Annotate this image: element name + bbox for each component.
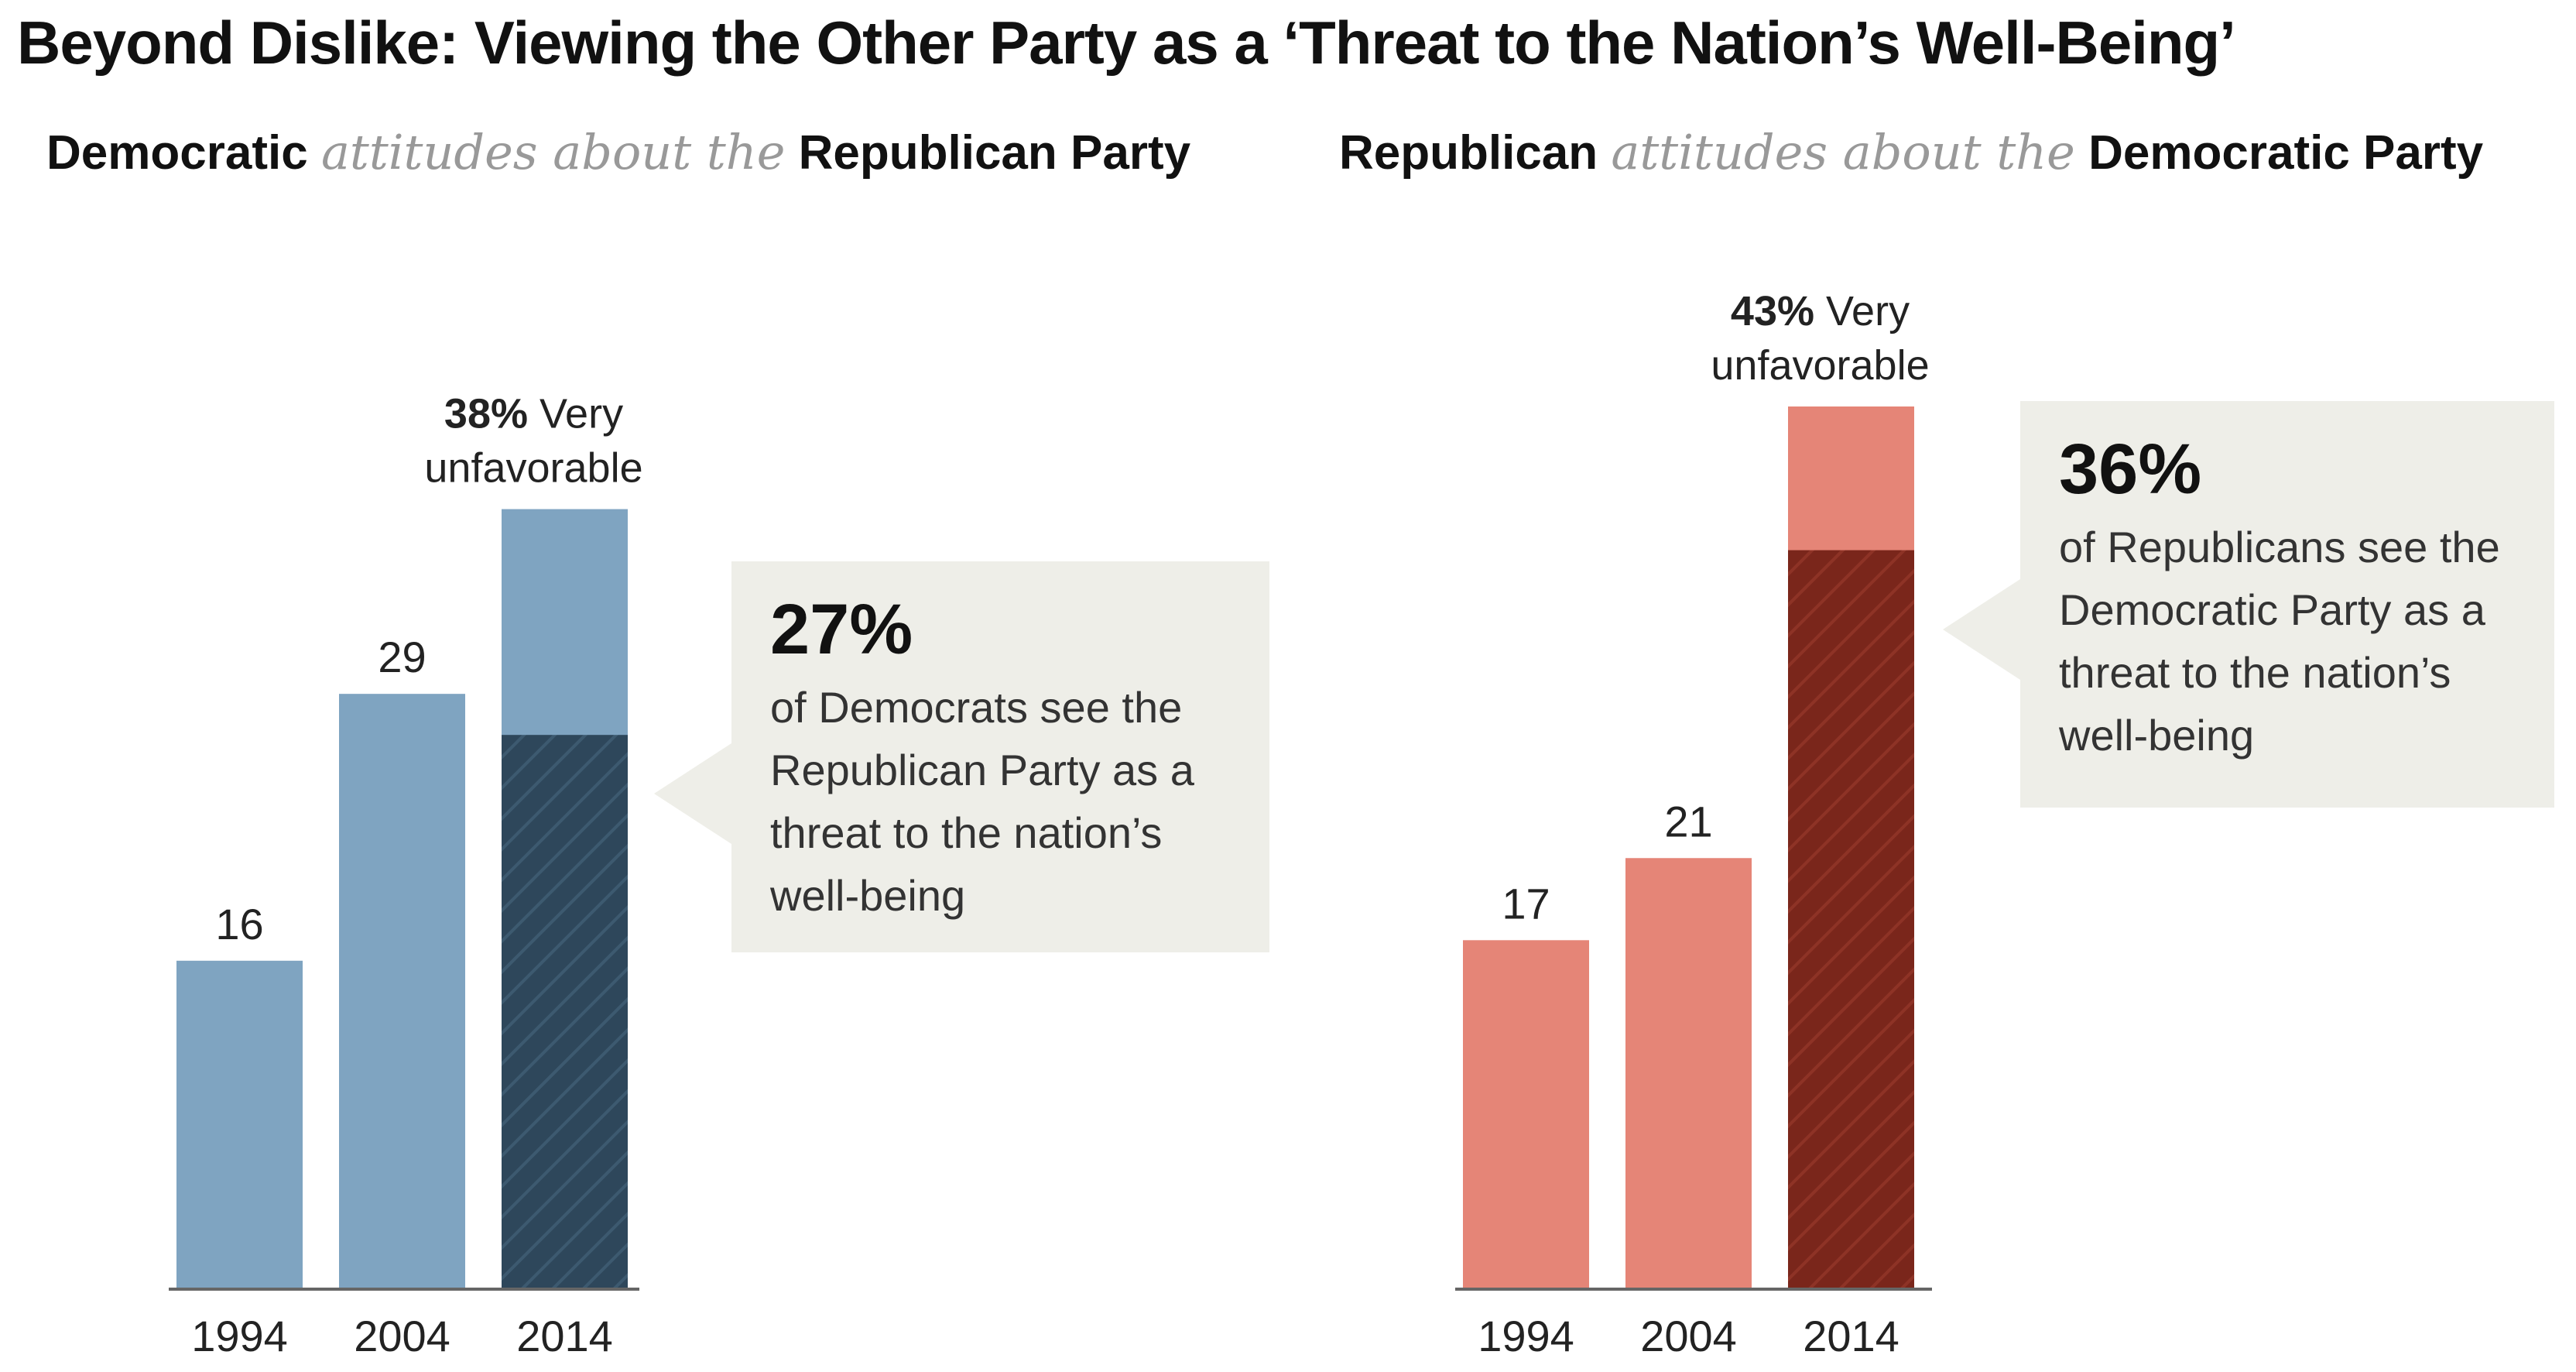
subtitle-connector: attitudes about the bbox=[320, 124, 786, 180]
tick-label-dem-2004: 2004 bbox=[354, 1312, 450, 1360]
tick-label-rep-2004: 2004 bbox=[1640, 1312, 1737, 1360]
panel-subtitle-democratic: Democratic attitudes about the Republica… bbox=[46, 124, 1190, 180]
top-label-line2-dem: unfavorable bbox=[424, 445, 642, 492]
bar-dem-2004 bbox=[339, 694, 465, 1289]
tick-label-rep-2014: 2014 bbox=[1803, 1312, 1899, 1360]
bar-threat-rep-2014 bbox=[1788, 550, 1914, 1289]
subtitle-target: Republican Party bbox=[798, 126, 1191, 180]
callout-percent: 36% bbox=[2059, 430, 2202, 509]
data-label-rep-2004: 21 bbox=[1664, 797, 1712, 845]
top-label-line2-rep: unfavorable bbox=[1711, 342, 1929, 389]
subtitle-target: Democratic Party bbox=[2088, 126, 2484, 180]
bar-rep-2004 bbox=[1625, 858, 1752, 1289]
callout-text: of Republicans see the Democratic Party … bbox=[2059, 522, 2500, 760]
bar-threat-dem-2014 bbox=[502, 735, 628, 1289]
callout-percent: 27% bbox=[770, 590, 913, 669]
bar-rep-1994 bbox=[1463, 940, 1589, 1289]
subtitle-group: Democratic bbox=[46, 126, 308, 180]
chart-title: Beyond Dislike: Viewing the Other Party … bbox=[17, 9, 2236, 77]
panel-subtitle-republican: Republican attitudes about the Democrati… bbox=[1339, 124, 2483, 180]
data-label-dem-1994: 16 bbox=[215, 900, 263, 948]
data-label-rep-1994: 17 bbox=[1502, 879, 1550, 928]
callout-democrats: 27% of Democrats see the Republican Part… bbox=[654, 561, 1269, 952]
subtitle-group: Republican bbox=[1339, 126, 1598, 180]
callout-republicans: 36% of Republicans see the Democratic Pa… bbox=[1943, 401, 2554, 808]
tick-label-dem-2014: 2014 bbox=[516, 1312, 613, 1360]
top-label-rep: 43% Very bbox=[1731, 288, 1910, 334]
tick-label-rep-1994: 1994 bbox=[1478, 1312, 1574, 1360]
callout-text: of Democrats see the Republican Party as… bbox=[770, 682, 1194, 921]
subtitle-connector: attitudes about the bbox=[1611, 124, 2075, 180]
data-label-dem-2004: 29 bbox=[378, 633, 426, 681]
top-label-dem: 38% Very bbox=[444, 391, 623, 437]
bar-dem-1994 bbox=[176, 960, 303, 1289]
tick-label-dem-1994: 1994 bbox=[191, 1312, 288, 1360]
